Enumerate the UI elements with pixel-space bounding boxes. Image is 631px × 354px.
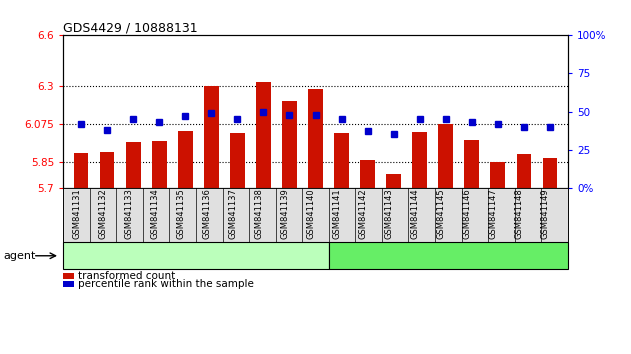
Bar — [386, 174, 401, 188]
Bar — [74, 153, 88, 188]
Bar — [178, 131, 192, 188]
Text: GSM841131: GSM841131 — [73, 188, 81, 239]
Bar — [230, 133, 245, 188]
Text: GSM841141: GSM841141 — [333, 188, 341, 239]
Bar — [282, 101, 297, 188]
Bar — [517, 154, 531, 188]
Text: transformed count: transformed count — [78, 271, 175, 281]
Text: GSM841135: GSM841135 — [177, 188, 186, 239]
Text: GSM841144: GSM841144 — [411, 188, 420, 239]
Text: GSM841149: GSM841149 — [541, 188, 550, 239]
Text: GSM841137: GSM841137 — [228, 188, 237, 239]
Bar — [413, 132, 427, 188]
Bar — [464, 140, 479, 188]
Bar — [334, 133, 349, 188]
Text: GSM841142: GSM841142 — [358, 188, 367, 239]
Text: GSM841138: GSM841138 — [254, 188, 264, 239]
Text: GSM841148: GSM841148 — [515, 188, 524, 239]
Bar — [100, 152, 114, 188]
Bar — [360, 160, 375, 188]
Text: agent: agent — [3, 251, 35, 261]
Bar — [126, 142, 141, 188]
Text: GDS4429 / 10888131: GDS4429 / 10888131 — [63, 21, 198, 34]
Bar — [204, 86, 218, 188]
Text: GSM841147: GSM841147 — [488, 188, 498, 239]
Text: GSM841132: GSM841132 — [98, 188, 107, 239]
Bar — [256, 82, 271, 188]
Text: GSM841134: GSM841134 — [150, 188, 160, 239]
Text: GSM841140: GSM841140 — [307, 188, 316, 239]
Text: saline control: saline control — [158, 251, 233, 261]
Bar — [309, 88, 322, 188]
Bar — [152, 141, 167, 188]
Text: GSM841133: GSM841133 — [124, 188, 133, 239]
Text: GSM841139: GSM841139 — [280, 188, 290, 239]
Text: GSM841145: GSM841145 — [437, 188, 445, 239]
Bar — [439, 124, 453, 188]
Text: percentile rank within the sample: percentile rank within the sample — [78, 279, 254, 289]
Bar — [490, 162, 505, 188]
Text: LPS  0.25mg/kg: LPS 0.25mg/kg — [404, 251, 492, 261]
Bar — [543, 158, 557, 188]
Text: GSM841136: GSM841136 — [203, 188, 211, 239]
Text: GSM841146: GSM841146 — [463, 188, 471, 239]
Text: GSM841143: GSM841143 — [384, 188, 394, 239]
